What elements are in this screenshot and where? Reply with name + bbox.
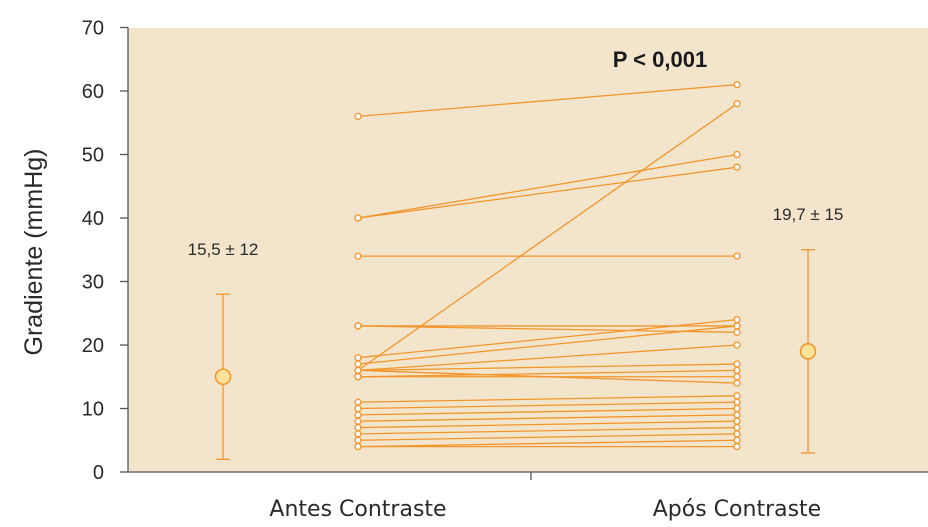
pair-line	[357, 414, 738, 422]
pair-line	[357, 363, 738, 372]
after-point	[733, 366, 741, 375]
summary-layer	[214, 249, 817, 460]
category-label: Após Contraste	[653, 497, 821, 522]
pair-line	[357, 433, 738, 441]
axes-layer	[120, 26, 928, 480]
after-point	[733, 417, 741, 425]
pair-line	[357, 401, 738, 410]
before-point	[354, 398, 362, 406]
pair-line	[357, 325, 738, 333]
before-point	[354, 252, 362, 260]
before-point	[354, 112, 362, 121]
pair-line	[357, 344, 738, 372]
mean-point	[799, 343, 817, 360]
y-tick-label: 50	[82, 145, 104, 167]
before-point	[354, 442, 362, 451]
pair-line	[357, 153, 738, 219]
pair-line	[357, 439, 738, 448]
after-point	[733, 100, 741, 108]
category-label: Antes Contraste	[269, 497, 446, 522]
mean-point	[214, 368, 232, 386]
after-point	[733, 81, 741, 89]
before-point	[354, 423, 362, 432]
after-point	[733, 315, 741, 324]
y-tick-label: 30	[82, 272, 104, 294]
after-point	[733, 398, 741, 406]
pair-line	[357, 426, 738, 435]
before-point	[354, 214, 362, 222]
after-point	[733, 328, 741, 336]
pair-line	[357, 395, 738, 403]
pair-line	[357, 407, 738, 416]
paired-lines-layer	[354, 81, 741, 451]
p-value-annotation: P < 0,001	[613, 47, 707, 72]
before-point	[354, 373, 362, 381]
pair-line	[357, 369, 738, 378]
after-point	[733, 360, 741, 368]
after-point	[733, 150, 741, 159]
after-point	[733, 436, 741, 444]
before-point	[354, 404, 362, 413]
after-point	[733, 341, 741, 349]
y-tick-label: 40	[82, 208, 104, 230]
before-point	[354, 322, 362, 330]
pair-line	[357, 318, 738, 359]
y-tick-label: 70	[82, 18, 104, 40]
pair-line	[357, 84, 738, 118]
after-point	[733, 252, 741, 260]
y-tick-label: 10	[82, 399, 104, 421]
after-point	[733, 411, 741, 419]
pair-line	[357, 369, 738, 384]
before-point	[354, 360, 362, 368]
after-point	[733, 392, 741, 400]
after-point	[733, 423, 741, 432]
before-point	[354, 354, 362, 362]
before-point	[354, 430, 362, 438]
after-point	[733, 373, 741, 381]
y-tick-label: 20	[82, 335, 104, 357]
before-point	[354, 366, 362, 375]
after-point	[733, 322, 741, 330]
y-axis-label: Gradiente (mmHg)	[20, 149, 48, 356]
y-tick-label: 0	[93, 462, 104, 484]
after-point	[733, 379, 741, 387]
before-point	[354, 411, 362, 419]
before-point	[354, 417, 362, 425]
after-point	[733, 442, 741, 451]
before-point	[354, 436, 362, 444]
mean-sd-label: 15,5 ± 12	[188, 240, 259, 259]
labels-layer: Gradiente (mmHg) P < 0,001 0 10 20 30 40 50 60…	[20, 18, 843, 523]
after-point	[733, 430, 741, 438]
pair-line	[357, 166, 738, 219]
y-tick-label: 60	[82, 81, 104, 103]
after-point	[733, 163, 741, 171]
after-point	[733, 404, 741, 413]
pair-line	[357, 325, 738, 365]
mean-sd-label: 19,7 ± 15	[773, 205, 844, 224]
pair-line	[357, 420, 738, 429]
